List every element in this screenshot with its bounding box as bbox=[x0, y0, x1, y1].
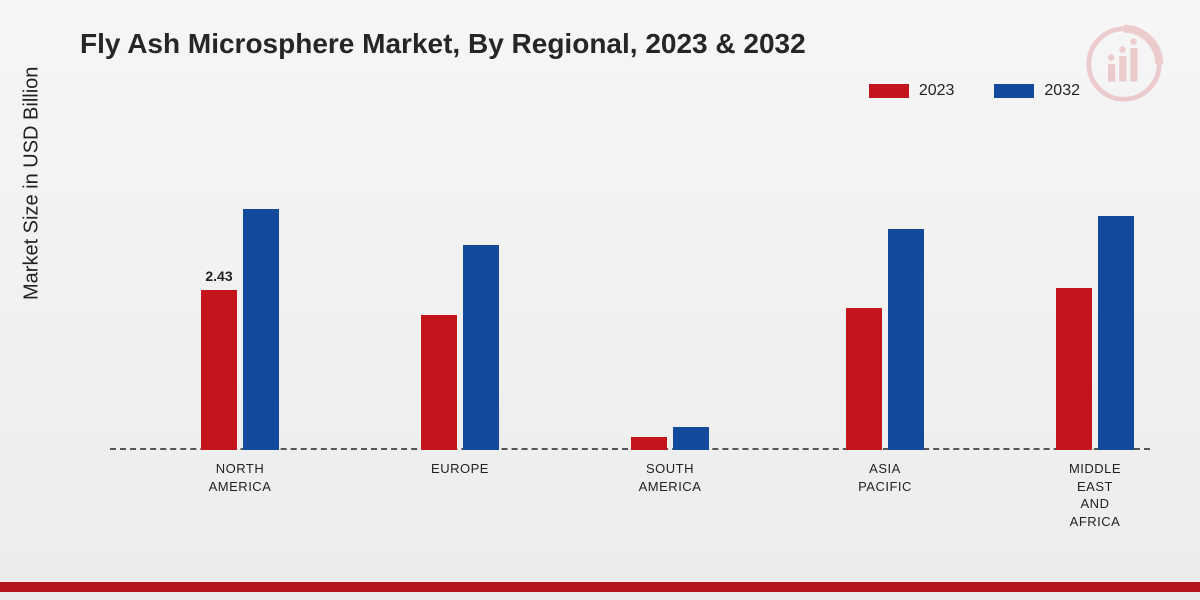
legend: 2023 2032 bbox=[869, 82, 1080, 100]
bar bbox=[673, 427, 709, 450]
legend-label-2032: 2032 bbox=[1044, 82, 1080, 100]
bar bbox=[888, 229, 924, 450]
bar bbox=[421, 315, 457, 450]
plot-area: 2.43 bbox=[110, 120, 1150, 450]
bar bbox=[846, 308, 882, 450]
bar-group bbox=[631, 427, 709, 450]
x-axis-category-label: ASIA PACIFIC bbox=[858, 460, 912, 495]
brand-logo-icon bbox=[1084, 24, 1164, 104]
bar-group bbox=[1056, 216, 1134, 450]
legend-item-2023: 2023 bbox=[869, 82, 955, 100]
legend-item-2032: 2032 bbox=[994, 82, 1080, 100]
bar bbox=[201, 290, 237, 450]
bar-group bbox=[421, 245, 499, 450]
legend-swatch-2023 bbox=[869, 84, 909, 98]
bar bbox=[243, 209, 279, 450]
legend-label-2023: 2023 bbox=[919, 82, 955, 100]
footer-accent-bar bbox=[0, 582, 1200, 600]
bar bbox=[463, 245, 499, 450]
bar bbox=[1098, 216, 1134, 450]
chart-page: Fly Ash Microsphere Market, By Regional,… bbox=[0, 0, 1200, 600]
bar-group: 2.43 bbox=[201, 209, 279, 450]
x-axis-category-label: EUROPE bbox=[431, 460, 489, 478]
data-label: 2.43 bbox=[169, 268, 269, 284]
bar-group bbox=[846, 229, 924, 450]
bar bbox=[1056, 288, 1092, 450]
legend-swatch-2032 bbox=[994, 84, 1034, 98]
x-axis-category-label: SOUTH AMERICA bbox=[639, 460, 702, 495]
y-axis-label: Market Size in USD Billion bbox=[21, 67, 44, 300]
bar bbox=[631, 437, 667, 450]
x-axis-category-label: NORTH AMERICA bbox=[209, 460, 272, 495]
x-axis-category-label: MIDDLE EAST AND AFRICA bbox=[1069, 460, 1121, 530]
chart-title: Fly Ash Microsphere Market, By Regional,… bbox=[80, 28, 806, 60]
